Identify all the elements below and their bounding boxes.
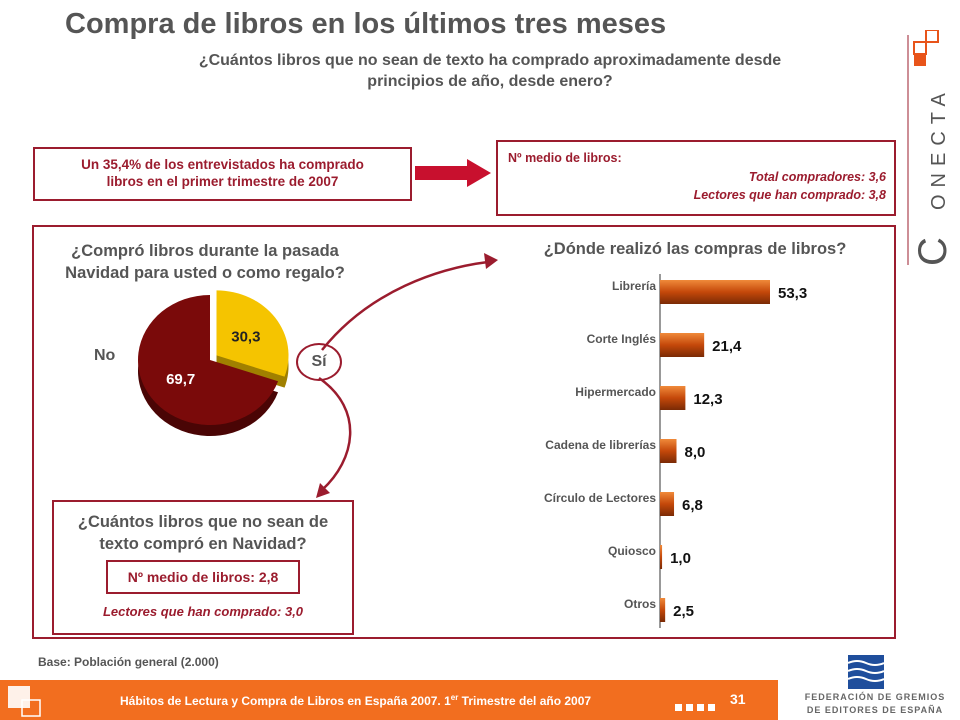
page-title: Compra de libros en los últimos tres mes… [65, 8, 667, 40]
bar-value-label: 21,4 [712, 338, 742, 355]
brand-initial: C [911, 237, 955, 266]
federation-line-1: FEDERACIÓN DE GREMIOS [804, 692, 946, 702]
bar-value-label: 6,8 [682, 497, 703, 514]
bar-value-label: 2,5 [673, 603, 694, 620]
bar-category-label: Otros [624, 597, 656, 611]
footer-logo-icon [8, 686, 41, 717]
bar [660, 545, 663, 569]
pie-value-label-si: 30,3 [231, 329, 260, 346]
connector-arrows [316, 253, 498, 498]
brand-name: ONECTA [928, 86, 950, 210]
federation-line-2: DE EDITORES DE ESPAÑA [806, 705, 944, 715]
conecta-logo: ONECTA C [907, 30, 955, 266]
page-subtitle: ¿Cuántos libros que no sean de texto ha … [120, 50, 860, 92]
avg-books-box: Nº medio de libros: Total compradores: 3… [496, 140, 896, 216]
christmas-books-question-line-1: ¿Cuántos libros que no sean de [77, 513, 329, 531]
footer-bar: Hábitos de Lectura y Compra de Libros en… [0, 680, 778, 720]
pie-slice-si [216, 290, 289, 377]
bar [660, 333, 705, 357]
purchase-place-bar-chart: Librería 53,3 Corte Inglés 21,4 Hipermercado… [544, 274, 807, 628]
right-arrow-icon [415, 159, 491, 187]
christmas-pie-chart: 30,3 69,7 [138, 290, 289, 436]
subtitle-line-2: principios de año, desde enero? [367, 73, 613, 90]
christmas-readers: Lectores que han comprado: 3,0 [102, 604, 304, 619]
bar-category-label: Cadena de librerías [545, 438, 656, 452]
bar-value-label: 12,3 [693, 391, 722, 408]
bar-category-label: Hipermercado [575, 385, 656, 399]
pie-value-label-no: 69,7 [166, 371, 195, 388]
pie-label-no: No [94, 347, 116, 364]
christmas-books-box: ¿Cuántos libros que no sean de texto com… [52, 500, 354, 635]
buyers-share-box: Un 35,4% de los entrevistados ha comprad… [33, 147, 412, 201]
christmas-books-question: ¿Cuántos libros que no sean de texto com… [54, 511, 352, 555]
bar [660, 492, 675, 516]
avg-books-title: Nº medio de libros: [508, 151, 622, 165]
avg-books-total: Total compradores: 3,6 [748, 170, 886, 184]
pie-slice-no [138, 295, 279, 425]
buyers-share-line-1: Un 35,4% de los entrevistados ha comprad… [81, 157, 364, 172]
pie-label-si: Sí [296, 343, 342, 381]
avg-books-readers: Lectores que han comprado: 3,8 [693, 188, 886, 202]
footer-dots-icon [675, 704, 715, 711]
federation-emblem-icon [848, 655, 884, 689]
bar-category-label: Corte Inglés [587, 332, 657, 346]
bar [660, 386, 686, 410]
christmas-avg-books: Nº medio de libros: 2,8 [106, 560, 300, 594]
bar-value-label: 8,0 [685, 444, 706, 461]
bar-category-label: Círculo de Lectores [544, 491, 656, 505]
christmas-question: ¿Compró libros durante la pasada Navidad… [40, 240, 370, 284]
bar [660, 280, 770, 304]
bar [660, 598, 666, 622]
buyers-share-line-2: libros en el primer trimestre de 2007 [106, 174, 339, 189]
bar-category-label: Quiosco [608, 544, 656, 558]
christmas-question-line-2: Navidad para usted o como regalo? [65, 264, 345, 282]
base-note: Base: Población general (2.000) [38, 655, 219, 669]
federation-logo: FEDERACIÓN DE GREMIOS DE EDITORES DE ESP… [800, 655, 950, 717]
christmas-question-line-1: ¿Compró libros durante la pasada [71, 242, 339, 260]
bar-value-label: 53,3 [778, 285, 807, 302]
subtitle-line-1: ¿Cuántos libros que no sean de texto ha … [198, 52, 782, 69]
footer-text: Hábitos de Lectura y Compra de Libros en… [120, 693, 592, 708]
bar-value-label: 1,0 [670, 550, 691, 567]
christmas-books-question-line-2: texto compró en Navidad? [99, 535, 307, 553]
page-number: 31 [730, 691, 746, 707]
where-question: ¿Dónde realizó las compras de libros? [543, 240, 847, 258]
bar [660, 439, 677, 463]
bar-category-label: Librería [612, 279, 656, 293]
